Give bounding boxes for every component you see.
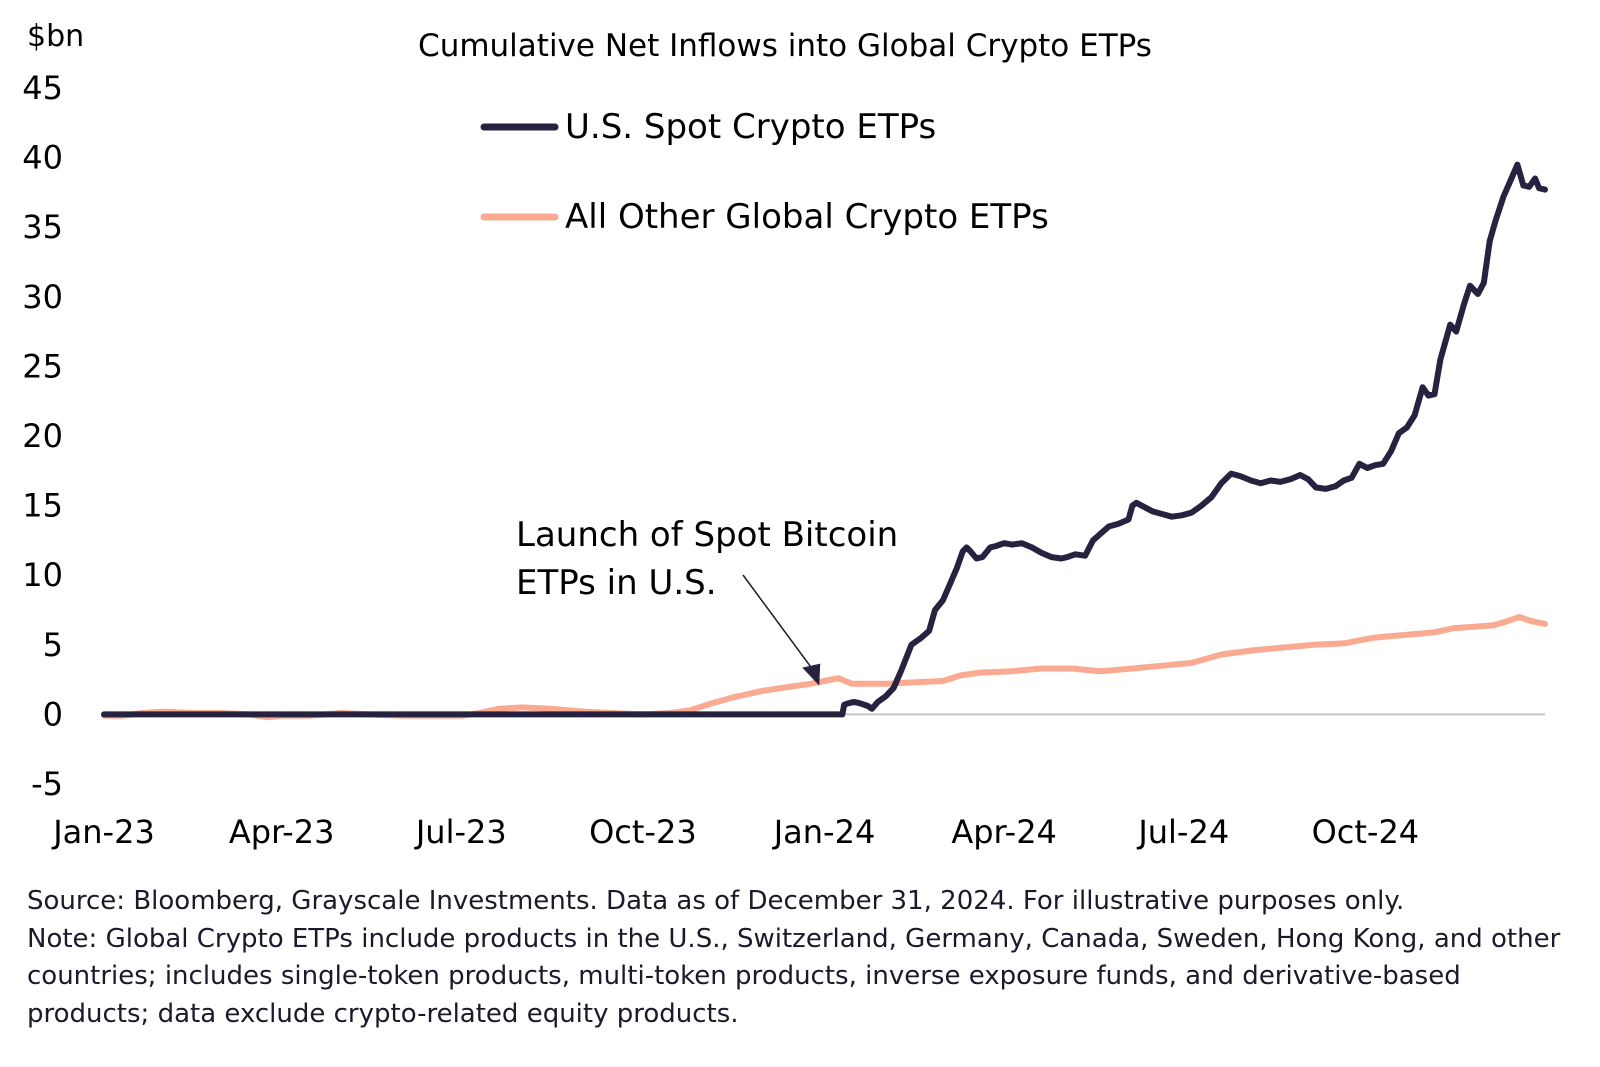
- y-axis-ticks: -5 0 5 10 15 20 25 30 35 40 45: [22, 69, 63, 803]
- annotation-line-1: Launch of Spot Bitcoin: [516, 515, 898, 555]
- legend-label-us-spot: U.S. Spot Crypto ETPs: [565, 107, 936, 147]
- x-tick-label: Oct-23: [589, 813, 697, 851]
- series-line-all-other: [101, 614, 1548, 721]
- y-tick-label: -5: [31, 765, 63, 803]
- y-tick-label: 25: [22, 347, 63, 385]
- y-tick-label: 0: [43, 695, 63, 733]
- x-tick-label: Oct-24: [1312, 813, 1420, 851]
- series-layer: [101, 161, 1548, 721]
- x-axis-ticks: Jan-23 Apr-23 Jul-23 Oct-23 Jan-24 Apr-24 Jul-…: [51, 813, 1419, 851]
- y-tick-label: 45: [22, 69, 63, 107]
- y-tick-label: 35: [22, 208, 63, 246]
- y-tick-label: 40: [22, 139, 63, 177]
- x-tick-label: Jul-24: [1136, 813, 1229, 851]
- annotation-arrow-head: [802, 663, 821, 686]
- y-tick-label: 10: [22, 556, 63, 594]
- y-tick-label: 30: [22, 278, 63, 316]
- methodology-note: Note: Global Crypto ETPs include product…: [27, 923, 1561, 1029]
- legend: U.S. Spot Crypto ETPs All Other Global C…: [480, 107, 1049, 237]
- y-tick-label: 15: [22, 487, 63, 525]
- series-line-us-spot: [101, 161, 1548, 718]
- x-tick-label: Jul-23: [414, 813, 507, 851]
- x-tick-label: Jan-24: [772, 813, 876, 851]
- x-tick-label: Apr-24: [951, 813, 1057, 851]
- y-tick-label: 5: [43, 626, 63, 664]
- chart-title: Cumulative Net Inflows into Global Crypt…: [418, 28, 1152, 64]
- footnotes: Source: Bloomberg, Grayscale Investments…: [27, 883, 1587, 1033]
- x-tick-label: Jan-23: [51, 813, 155, 851]
- annotation-line-2: ETPs in U.S.: [516, 563, 717, 603]
- x-tick-label: Apr-23: [229, 813, 335, 851]
- y-unit-label: $bn: [27, 19, 84, 54]
- legend-label-all-other: All Other Global Crypto ETPs: [565, 197, 1049, 237]
- annotation-arrow-line: [742, 574, 815, 673]
- launch-annotation: Launch of Spot Bitcoin ETPs in U.S.: [516, 515, 898, 686]
- y-tick-label: 20: [22, 417, 63, 455]
- source-note: Source: Bloomberg, Grayscale Investments…: [27, 886, 1405, 916]
- chart: $bn Cumulative Net Inflows into Global C…: [22, 19, 1548, 851]
